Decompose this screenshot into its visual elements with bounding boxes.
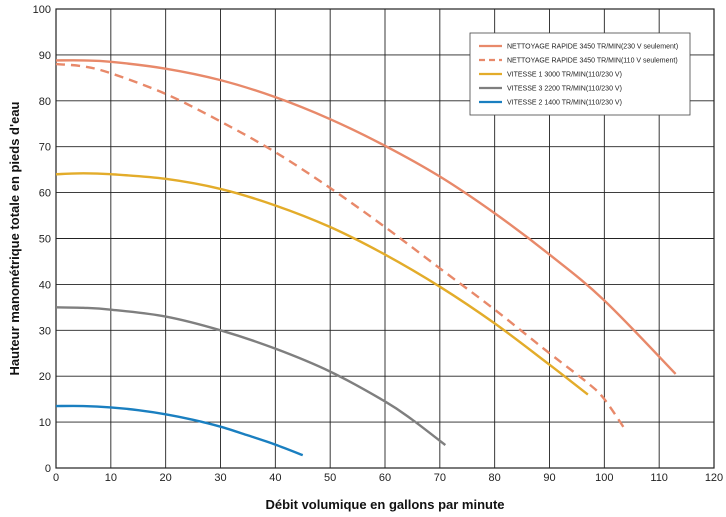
x-tick-label: 120 <box>705 472 723 484</box>
y-tick-label: 10 <box>39 417 51 429</box>
legend-label: VITESSE 3 2200 TR/MIN(110/230 V) <box>507 86 622 93</box>
y-tick-label: 60 <box>39 188 51 200</box>
y-tick-label: 40 <box>39 279 51 291</box>
x-axis-title: Débit volumique en gallons par minute <box>265 497 504 512</box>
legend-box <box>469 32 691 116</box>
legend-label: VITESSE 2 1400 TR/MIN(110/230 V) <box>507 100 622 107</box>
x-tick-label: 10 <box>105 472 117 484</box>
x-tick-label: 40 <box>269 472 281 484</box>
series-line-2 <box>55 62 628 432</box>
y-tick-label: 50 <box>39 234 51 246</box>
tick-labels: 0 10 20 30 40 50 60 70 80 90 100 110 120 0 10 20 30 40 50 6… <box>33 4 724 484</box>
y-tick-label: 30 <box>39 325 51 337</box>
x-tick-label: 110 <box>650 472 668 484</box>
series-line-5 <box>55 404 304 457</box>
y-tick-label: 90 <box>39 50 51 62</box>
x-tick-label: 30 <box>214 472 226 484</box>
x-tick-label: 70 <box>434 472 446 484</box>
series-lines <box>55 59 677 457</box>
series-line-4 <box>55 306 447 447</box>
legend-label: NETTOYAGE RAPIDE 3450 TR/MIN(230 V seule… <box>507 44 678 51</box>
x-tick-label: 60 <box>379 472 391 484</box>
y-tick-label: 0 <box>45 463 51 475</box>
legend-label: NETTOYAGE RAPIDE 3450 TR/MIN(110 V seule… <box>507 58 678 65</box>
legend: NETTOYAGE RAPIDE 3450 TR/MIN(230 V seule… <box>469 32 691 116</box>
legend-label: VITESSE 1 3000 TR/MIN(110/230 V) <box>507 72 622 79</box>
x-tick-label: 90 <box>543 472 555 484</box>
x-tick-label: 100 <box>595 472 613 484</box>
x-tick-label: 50 <box>324 472 336 484</box>
series-line-3 <box>55 172 589 396</box>
x-tick-label: 0 <box>53 472 59 484</box>
series-line-1 <box>55 59 677 375</box>
y-tick-label: 70 <box>39 142 51 154</box>
y-tick-label: 80 <box>39 96 51 108</box>
y-tick-label: 100 <box>33 4 51 16</box>
x-tick-label: 80 <box>489 472 501 484</box>
plot-frame <box>55 8 715 469</box>
x-tick-label: 20 <box>160 472 172 484</box>
y-axis-title: Hauteur manométrique totale en pieds d'e… <box>7 101 22 375</box>
y-tick-label: 20 <box>39 371 51 383</box>
